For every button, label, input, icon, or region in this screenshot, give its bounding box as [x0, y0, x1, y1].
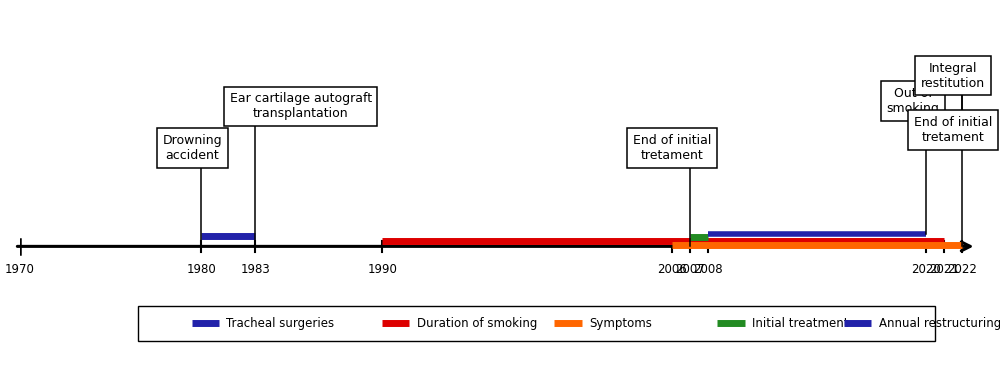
- Text: 1983: 1983: [241, 263, 270, 276]
- Text: 1990: 1990: [367, 263, 397, 276]
- Text: Tracheal surgeries: Tracheal surgeries: [226, 317, 335, 330]
- Text: Duration of smoking: Duration of smoking: [417, 317, 537, 330]
- Text: Symptoms: Symptoms: [589, 317, 652, 330]
- Text: End of initial
tretament: End of initial tretament: [633, 134, 711, 162]
- Text: 1980: 1980: [186, 263, 216, 276]
- Text: Drowning
accident: Drowning accident: [162, 134, 222, 162]
- Text: 2006: 2006: [657, 263, 687, 276]
- Text: Out of
smoking: Out of smoking: [887, 87, 939, 115]
- Text: Annual restructuring: Annual restructuring: [879, 317, 1000, 330]
- Text: End of initial
tretament: End of initial tretament: [914, 116, 992, 144]
- Text: Initial treatment: Initial treatment: [752, 317, 848, 330]
- Text: 2020: 2020: [911, 263, 941, 276]
- Text: 2008: 2008: [693, 263, 723, 276]
- Text: 2021: 2021: [929, 263, 959, 276]
- Text: 1970: 1970: [5, 263, 35, 276]
- Text: 2007: 2007: [675, 263, 705, 276]
- Text: Integral
restitution: Integral restitution: [921, 62, 985, 90]
- Text: Ear cartilage autograft
transplantation: Ear cartilage autograft transplantation: [230, 93, 372, 120]
- Text: 2022: 2022: [947, 263, 977, 276]
